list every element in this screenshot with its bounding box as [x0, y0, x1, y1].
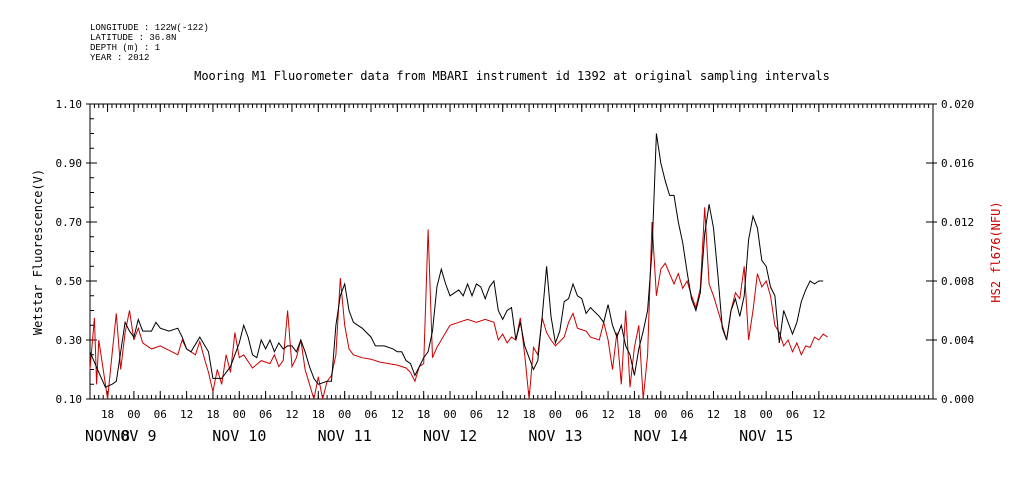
hour-tick-label: 06 [681, 408, 694, 421]
day-tick-label: NOV 12 [423, 427, 477, 445]
left-tick-label: 0.50 [56, 275, 83, 288]
latitude-text: LATITUDE : 36.8N [90, 33, 176, 43]
depth-text: DEPTH (m) : 1 [90, 43, 160, 53]
hour-tick-label: 06 [154, 408, 167, 421]
hour-tick-label: 00 [127, 408, 140, 421]
hour-tick-label: 06 [575, 408, 588, 421]
fl676-series-line [89, 207, 828, 400]
minor-ticks [89, 104, 934, 399]
day-tick-label: NOV 10 [212, 427, 266, 445]
year-text: YEAR : 2012 [90, 53, 149, 63]
hour-tick-label: 18 [312, 408, 325, 421]
time-axis-ticks: 18 00 06 12 18 00 06 12 18 00 06 12 18 00 06 12 18 00 06 12… [85, 104, 825, 445]
day-tick-label: NOV 14 [634, 427, 688, 445]
hour-tick-label: 12 [812, 408, 825, 421]
right-axis-label: HS2 fl676(NFU) [989, 201, 1003, 302]
hour-tick-label: 18 [417, 408, 430, 421]
hour-tick-label: 06 [259, 408, 272, 421]
right-tick-label: 0.020 [941, 98, 974, 111]
hour-tick-label: 12 [496, 408, 509, 421]
hour-tick-label: 06 [364, 408, 377, 421]
hour-tick-label: 00 [760, 408, 773, 421]
hour-tick-label: 12 [707, 408, 720, 421]
hour-tick-label: 18 [733, 408, 746, 421]
left-axis-ticks: 0.10 0.30 0.50 0.70 0.90 1.10 [56, 98, 97, 406]
left-tick-label: 0.70 [56, 216, 83, 229]
hour-tick-label: 18 [101, 408, 114, 421]
hour-tick-label: 18 [206, 408, 219, 421]
hour-tick-label: 12 [285, 408, 298, 421]
left-tick-label: 1.10 [56, 98, 83, 111]
right-tick-label: 0.000 [941, 393, 974, 406]
hour-tick-label: 00 [549, 408, 562, 421]
left-axis-label: Wetstar Fluorescence(V) [31, 169, 45, 335]
day-tick-label: NOV 15 [739, 427, 793, 445]
day-tick-label: NOV 8 [85, 427, 130, 445]
left-tick-label: 0.30 [56, 334, 83, 347]
longitude-text: LONGITUDE : 122W(-122) [90, 23, 209, 33]
hour-tick-label: 06 [470, 408, 483, 421]
hour-tick-label: 12 [601, 408, 614, 421]
hour-tick-label: 00 [654, 408, 667, 421]
plot-frame [89, 103, 934, 400]
hour-tick-label: 06 [786, 408, 799, 421]
right-tick-label: 0.004 [941, 334, 974, 347]
day-tick-label: NOV 9 [111, 427, 156, 445]
mooring-metadata: LONGITUDE : 122W(-122) LATITUDE : 36.8N … [90, 23, 209, 63]
hour-tick-label: 18 [522, 408, 535, 421]
day-tick-label: NOV 11 [318, 427, 372, 445]
left-tick-label: 0.10 [56, 393, 83, 406]
left-tick-label: 0.90 [56, 157, 83, 170]
right-tick-label: 0.012 [941, 216, 974, 229]
hour-tick-label: 12 [180, 408, 193, 421]
right-axis-ticks: 0.000 0.004 0.008 0.012 0.016 0.020 [926, 98, 974, 406]
chart-title: Mooring M1 Fluorometer data from MBARI i… [194, 69, 830, 83]
day-tick-label: NOV 13 [528, 427, 582, 445]
right-tick-label: 0.008 [941, 275, 974, 288]
hour-tick-label: 00 [338, 408, 351, 421]
hour-tick-label: 18 [628, 408, 641, 421]
hour-tick-label: 12 [391, 408, 404, 421]
hour-tick-label: 00 [233, 408, 246, 421]
hour-tick-label: 00 [443, 408, 456, 421]
right-tick-label: 0.016 [941, 157, 974, 170]
fluorescence-series-line [89, 133, 824, 388]
plot-area [89, 133, 828, 400]
